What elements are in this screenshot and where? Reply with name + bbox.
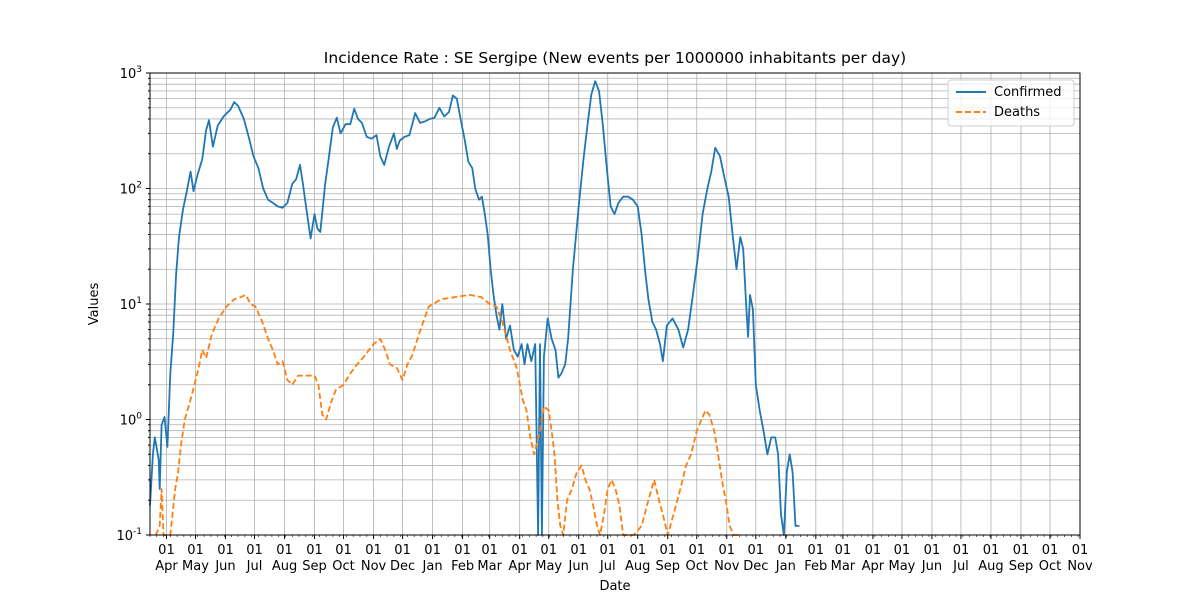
x-tick-day-label: 01 bbox=[511, 543, 528, 558]
x-tick-day-label: 01 bbox=[424, 543, 441, 558]
x-tick-day-label: 01 bbox=[158, 543, 175, 558]
plot-area-frame bbox=[149, 72, 1081, 536]
legend: Confirmed Deaths bbox=[947, 79, 1075, 127]
x-tick-day-label: 01 bbox=[924, 543, 941, 558]
series-line-deaths bbox=[154, 294, 740, 536]
x-tick-day-label: 01 bbox=[1042, 543, 1059, 558]
x-tick-day-label: 01 bbox=[659, 543, 676, 558]
x-tick-day-label: 01 bbox=[187, 543, 204, 558]
x-tick-month-label: Jun bbox=[568, 559, 589, 574]
x-tick-month-label: Aug bbox=[272, 559, 297, 574]
x-tick-day-label: 01 bbox=[719, 543, 736, 558]
x-tick-day-label: 01 bbox=[306, 543, 323, 558]
x-tick-day-label: 01 bbox=[894, 543, 911, 558]
y-tick-label: 100 bbox=[120, 412, 143, 429]
x-tick-month-label: Apr bbox=[508, 559, 531, 574]
x-tick-day-label: 01 bbox=[540, 543, 557, 558]
x-tick-day-label: 01 bbox=[1013, 543, 1030, 558]
x-tick-day-label: 01 bbox=[629, 543, 646, 558]
x-tick-day-label: 01 bbox=[276, 543, 293, 558]
x-tick-month-label: Jan bbox=[775, 559, 796, 574]
y-tick-label: 101 bbox=[120, 296, 142, 313]
x-tick-month-label: Dec bbox=[390, 559, 415, 574]
x-axis-label: Date bbox=[599, 579, 630, 594]
x-tick-month-label: Sep bbox=[655, 559, 680, 574]
x-tick-day-label: 01 bbox=[246, 543, 263, 558]
x-tick-month-label: Sep bbox=[1009, 559, 1034, 574]
x-tick-day-label: 01 bbox=[983, 543, 1000, 558]
x-tick-day-label: 01 bbox=[217, 543, 234, 558]
x-tick-month-label: Jan bbox=[422, 559, 443, 574]
x-tick-month-label: Feb bbox=[804, 559, 827, 574]
x-tick-month-label: Oct bbox=[686, 559, 708, 574]
series-line-confirmed bbox=[149, 80, 800, 536]
x-tick-day-label: 01 bbox=[808, 543, 825, 558]
legend-label-confirmed: Confirmed bbox=[994, 85, 1062, 100]
y-axis-label: Values bbox=[87, 283, 102, 326]
x-tick-day-label: 01 bbox=[689, 543, 706, 558]
y-tick-label: 103 bbox=[120, 65, 142, 82]
x-tick-day-label: 01 bbox=[1072, 543, 1089, 558]
x-tick-month-label: May bbox=[182, 559, 209, 574]
x-tick-month-label: Jun bbox=[921, 559, 942, 574]
x-tick-month-label: Mar bbox=[831, 559, 856, 574]
x-tick-month-label: Mar bbox=[477, 559, 502, 574]
x-axis-ticks: 01Apr01May01Jun01Jul01Aug01Sep01Oct01Nov… bbox=[149, 535, 1093, 574]
legend-label-deaths: Deaths bbox=[994, 105, 1040, 120]
x-tick-month-label: Apr bbox=[862, 559, 885, 574]
y-tick-label: 10-1 bbox=[116, 527, 142, 544]
y-tick-label: 102 bbox=[120, 181, 142, 198]
x-tick-month-label: Feb bbox=[451, 559, 474, 574]
x-tick-day-label: 01 bbox=[454, 543, 471, 558]
x-tick-day-label: 01 bbox=[748, 543, 765, 558]
x-tick-day-label: 01 bbox=[365, 543, 382, 558]
x-tick-month-label: Oct bbox=[1039, 559, 1061, 574]
x-tick-month-label: May bbox=[888, 559, 915, 574]
x-tick-month-label: Jul bbox=[246, 559, 263, 574]
y-axis-ticks: 10-1 100 101 102 103 bbox=[116, 65, 150, 544]
x-tick-day-label: 01 bbox=[335, 543, 352, 558]
x-tick-month-label: Jul bbox=[599, 559, 616, 574]
x-tick-day-label: 01 bbox=[953, 543, 970, 558]
x-tick-day-label: 01 bbox=[778, 543, 795, 558]
x-tick-month-label: Jul bbox=[952, 559, 969, 574]
x-tick-day-label: 01 bbox=[394, 543, 411, 558]
x-tick-day-label: 01 bbox=[835, 543, 852, 558]
x-tick-month-label: Nov bbox=[1067, 559, 1093, 574]
x-tick-month-label: Dec bbox=[743, 559, 768, 574]
x-tick-month-label: Aug bbox=[978, 559, 1003, 574]
x-tick-month-label: May bbox=[535, 559, 562, 574]
x-tick-month-label: Nov bbox=[714, 559, 740, 574]
chart-title: Incidence Rate : SE Sergipe (New events … bbox=[324, 49, 906, 67]
x-tick-month-label: Oct bbox=[332, 559, 354, 574]
x-tick-day-label: 01 bbox=[570, 543, 587, 558]
x-tick-month-label: Sep bbox=[302, 559, 327, 574]
x-tick-month-label: Apr bbox=[155, 559, 178, 574]
x-tick-day-label: 01 bbox=[865, 543, 882, 558]
x-tick-month-label: Nov bbox=[361, 559, 387, 574]
x-tick-month-label: Aug bbox=[625, 559, 650, 574]
x-tick-month-label: Jun bbox=[214, 559, 235, 574]
x-tick-day-label: 01 bbox=[481, 543, 498, 558]
x-tick-day-label: 01 bbox=[599, 543, 616, 558]
series-lines bbox=[149, 80, 800, 536]
